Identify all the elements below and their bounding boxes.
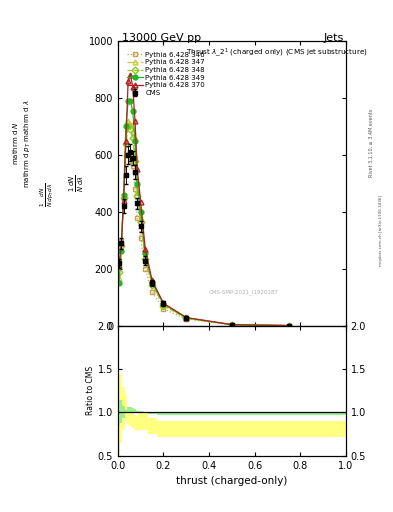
Pythia 6.428 349 xyxy=(150,279,154,285)
Pythia 6.428 348 xyxy=(121,195,126,201)
Pythia 6.428 346 xyxy=(286,323,291,329)
Pythia 6.428 347 xyxy=(126,118,130,124)
Pythia 6.428 349 xyxy=(138,209,143,215)
Pythia 6.428 349 xyxy=(135,180,140,186)
Text: mathrm d $N$: mathrm d $N$ xyxy=(11,121,20,165)
Pythia 6.428 347 xyxy=(128,120,133,126)
Pythia 6.428 370 xyxy=(135,166,140,173)
Pythia 6.428 348 xyxy=(143,256,148,262)
Pythia 6.428 347 xyxy=(133,152,138,158)
Pythia 6.428 346 xyxy=(119,238,124,244)
X-axis label: thrust (charged-only): thrust (charged-only) xyxy=(176,476,288,486)
Pythia 6.428 370 xyxy=(133,118,138,124)
Pythia 6.428 347 xyxy=(286,323,291,329)
Line: Pythia 6.428 370: Pythia 6.428 370 xyxy=(117,73,291,328)
Pythia 6.428 347 xyxy=(150,280,154,286)
Pythia 6.428 346 xyxy=(135,215,140,221)
Line: Pythia 6.428 347: Pythia 6.428 347 xyxy=(117,118,291,328)
Legend: Pythia 6.428 346, Pythia 6.428 347, Pythia 6.428 348, Pythia 6.428 349, Pythia 6: Pythia 6.428 346, Pythia 6.428 347, Pyth… xyxy=(126,50,206,98)
Pythia 6.428 347 xyxy=(135,189,140,195)
Pythia 6.428 348 xyxy=(184,315,189,322)
Pythia 6.428 370 xyxy=(130,83,135,90)
Text: 13000 GeV pp: 13000 GeV pp xyxy=(122,33,201,44)
Pythia 6.428 346 xyxy=(126,152,130,158)
Pythia 6.428 348 xyxy=(130,135,135,141)
Pythia 6.428 348 xyxy=(150,282,154,288)
Pythia 6.428 348 xyxy=(119,243,124,249)
Pythia 6.428 349 xyxy=(161,301,166,307)
Pythia 6.428 348 xyxy=(286,323,291,329)
Pythia 6.428 346 xyxy=(133,186,138,193)
Y-axis label: $\frac{1}{N}\frac{dN}{d\lambda}$: $\frac{1}{N}\frac{dN}{d\lambda}$ xyxy=(68,175,86,193)
Pythia 6.428 347 xyxy=(130,129,135,135)
Pythia 6.428 370 xyxy=(126,78,130,84)
Pythia 6.428 370 xyxy=(150,278,154,284)
Pythia 6.428 348 xyxy=(123,140,128,146)
Pythia 6.428 370 xyxy=(138,199,143,205)
Pythia 6.428 346 xyxy=(138,234,143,241)
Pythia 6.428 349 xyxy=(121,192,126,198)
Pythia 6.428 347 xyxy=(230,322,234,328)
Pythia 6.428 349 xyxy=(128,98,133,104)
Pythia 6.428 370 xyxy=(128,72,133,78)
Pythia 6.428 346 xyxy=(150,289,154,295)
Pythia 6.428 370 xyxy=(184,314,189,321)
Pythia 6.428 346 xyxy=(123,152,128,158)
Pythia 6.428 346 xyxy=(184,316,189,322)
Pythia 6.428 347 xyxy=(161,302,166,308)
Pythia 6.428 347 xyxy=(143,253,148,259)
Line: Pythia 6.428 348: Pythia 6.428 348 xyxy=(117,124,291,328)
Pythia 6.428 346 xyxy=(130,163,135,169)
Pythia 6.428 346 xyxy=(143,266,148,272)
Line: Pythia 6.428 346: Pythia 6.428 346 xyxy=(117,153,291,328)
Text: Thrust $\lambda\_2^1$ (charged only) (CMS jet substructure): Thrust $\lambda\_2^1$ (charged only) (CM… xyxy=(186,47,368,59)
Pythia 6.428 370 xyxy=(123,138,128,144)
Pythia 6.428 370 xyxy=(117,262,121,268)
Pythia 6.428 347 xyxy=(121,195,126,201)
Pythia 6.428 346 xyxy=(128,158,133,164)
Pythia 6.428 349 xyxy=(143,250,148,257)
Text: $\frac{1}{N}\frac{dN}{dp_T d\lambda}$: $\frac{1}{N}\frac{dN}{dp_T d\lambda}$ xyxy=(39,182,56,207)
Pythia 6.428 348 xyxy=(135,193,140,199)
Pythia 6.428 348 xyxy=(133,158,138,164)
Pythia 6.428 370 xyxy=(143,246,148,252)
Pythia 6.428 348 xyxy=(230,322,234,328)
Pythia 6.428 348 xyxy=(161,303,166,309)
Pythia 6.428 346 xyxy=(117,258,121,264)
Pythia 6.428 370 xyxy=(119,240,124,246)
Pythia 6.428 370 xyxy=(121,198,126,204)
Text: CMS-SMP-2021_I1920187: CMS-SMP-2021_I1920187 xyxy=(208,289,278,295)
Pythia 6.428 349 xyxy=(123,123,128,130)
Pythia 6.428 346 xyxy=(230,322,234,328)
Pythia 6.428 349 xyxy=(119,247,124,253)
Pythia 6.428 347 xyxy=(117,274,121,281)
Text: Jets: Jets xyxy=(323,33,344,44)
Pythia 6.428 346 xyxy=(161,306,166,312)
Pythia 6.428 370 xyxy=(230,322,234,328)
Pythia 6.428 348 xyxy=(126,123,130,130)
Pythia 6.428 349 xyxy=(126,98,130,104)
Pythia 6.428 349 xyxy=(184,315,189,321)
Pythia 6.428 346 xyxy=(121,195,126,201)
Pythia 6.428 349 xyxy=(230,322,234,328)
Pythia 6.428 349 xyxy=(286,323,291,329)
Text: mcplots.cern.ch [arXiv:1306.3436]: mcplots.cern.ch [arXiv:1306.3436] xyxy=(379,195,383,266)
Pythia 6.428 349 xyxy=(130,108,135,114)
Pythia 6.428 370 xyxy=(161,300,166,306)
Pythia 6.428 348 xyxy=(138,219,143,225)
Pythia 6.428 370 xyxy=(286,323,291,329)
Line: Pythia 6.428 349: Pythia 6.428 349 xyxy=(117,98,291,328)
Text: mathrm d $p_T$ mathrm d $\lambda$: mathrm d $p_T$ mathrm d $\lambda$ xyxy=(22,99,33,188)
Pythia 6.428 347 xyxy=(184,315,189,321)
Pythia 6.428 348 xyxy=(128,126,133,133)
Y-axis label: Ratio to CMS: Ratio to CMS xyxy=(86,366,95,415)
Pythia 6.428 347 xyxy=(119,246,124,252)
Pythia 6.428 349 xyxy=(117,280,121,286)
Pythia 6.428 349 xyxy=(133,138,138,144)
Pythia 6.428 348 xyxy=(117,269,121,275)
Pythia 6.428 347 xyxy=(123,138,128,144)
Pythia 6.428 347 xyxy=(138,215,143,221)
Text: Rivet 3.1.10, ≥ 3.4M events: Rivet 3.1.10, ≥ 3.4M events xyxy=(369,109,374,178)
